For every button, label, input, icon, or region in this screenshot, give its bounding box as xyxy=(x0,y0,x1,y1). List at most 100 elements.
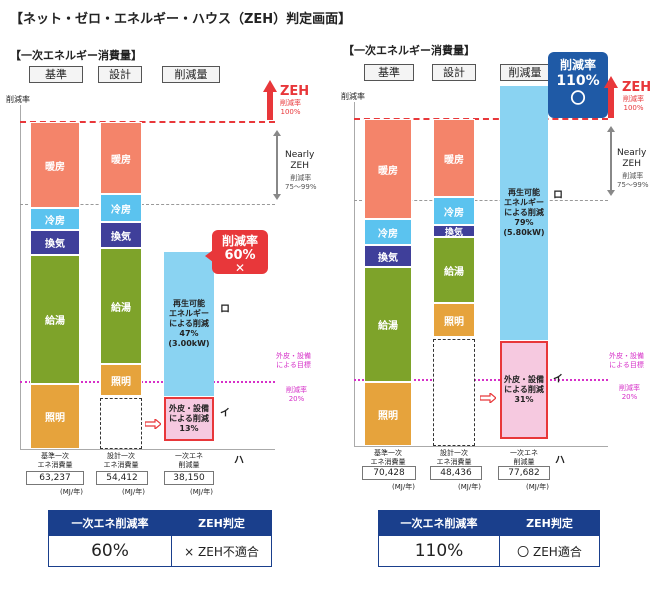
label-base-consumption: 基準一次 エネ消費量 xyxy=(370,449,406,466)
design-hotwater: 給湯 xyxy=(100,248,142,364)
double-arrow-icon xyxy=(273,130,281,204)
base-lighting: 照明 xyxy=(364,382,412,446)
zeh-line xyxy=(354,118,608,120)
result-table: 一次エネ削減率 ZEH判定 110% 〇 ZEH適合 xyxy=(378,510,600,567)
base-ventilation: 換気 xyxy=(364,245,412,267)
page-title: 【ネット・ゼロ・エネルギー・ハウス（ZEH）判定画面】 xyxy=(10,12,352,27)
label-design-consumption: 設計一次 エネ消費量 xyxy=(103,452,139,469)
reduction-rate-callout: 削減率 60% ✕ xyxy=(212,230,268,274)
nearly-line xyxy=(20,204,275,205)
up-arrow-icon xyxy=(604,76,618,122)
target-label: 外皮・設備 による目標 xyxy=(276,352,311,369)
marker-ro: ロ xyxy=(220,304,230,315)
unit-base: (MJ/年) xyxy=(60,488,83,496)
target-line xyxy=(354,379,608,381)
double-arrow-icon xyxy=(607,126,615,200)
envelope-reduction: 外皮・設備 による削減 13% xyxy=(164,397,214,441)
zeh-sub: 削減率 100% xyxy=(623,95,644,112)
design-heating: 暖房 xyxy=(100,122,142,194)
label-reduction: 一次エネ 削減量 xyxy=(510,449,538,466)
marker-i: イ xyxy=(553,374,563,385)
unit-design: (MJ/年) xyxy=(122,488,145,496)
zeh-label: ZEH xyxy=(622,80,652,95)
base-hotwater: 給湯 xyxy=(364,267,412,382)
arrow-right-icon xyxy=(479,388,497,405)
unit-reduction: (MJ/年) xyxy=(190,488,213,496)
nearly-zeh-label: Nearly ZEH xyxy=(617,148,647,169)
table-rate-value: 60% xyxy=(48,535,172,567)
design-lighting: 照明 xyxy=(433,303,475,337)
design-cooling: 冷房 xyxy=(433,197,475,225)
unit-reduction: (MJ/年) xyxy=(526,483,549,491)
base-cooling: 冷房 xyxy=(30,208,80,230)
base-heating: 暖房 xyxy=(364,119,412,219)
col-header-reduction: 削減量 xyxy=(500,64,550,81)
col-header-base: 基準 xyxy=(364,64,414,81)
reduction-rate-callout: 削減率 110% 〇 xyxy=(548,52,608,118)
nearly-zeh-sub: 削減率 75～99% xyxy=(617,172,649,189)
label-base-consumption: 基準一次 エネ消費量 xyxy=(37,452,73,469)
marker-ro: ロ xyxy=(553,190,563,201)
design-ventilation: 換気 xyxy=(433,225,475,238)
label-reduction: 一次エネ 削減量 xyxy=(175,452,203,469)
col-header-design: 設計 xyxy=(98,66,142,83)
base-lighting: 照明 xyxy=(30,384,80,449)
design-heating: 暖房 xyxy=(433,119,475,197)
table-header-judge: ZEH判定 xyxy=(499,510,600,536)
x-axis xyxy=(20,449,275,450)
x-axis xyxy=(354,446,608,447)
unit-design: (MJ/年) xyxy=(458,483,481,491)
base-ventilation: 換気 xyxy=(30,230,80,255)
value-design: 54,412 xyxy=(96,471,148,485)
value-design: 48,436 xyxy=(430,466,482,480)
nearly-zeh-label: Nearly ZEH xyxy=(285,150,315,171)
base-hotwater: 給湯 xyxy=(30,255,80,384)
design-ventilation: 換気 xyxy=(100,222,142,248)
renewable-reduction: 再生可能 エネルギー による削減 47% (3.00kW) xyxy=(164,252,214,396)
callout-pointer xyxy=(205,250,213,262)
envelope-reduction: 外皮・設備 による削減 31% xyxy=(500,341,548,439)
y-axis xyxy=(20,105,21,450)
zeh-line xyxy=(20,121,275,123)
nearly-line xyxy=(354,200,608,201)
target-sub: 削減率 20% xyxy=(619,384,640,401)
table-judge-value: × ZEH不適合 xyxy=(171,535,272,567)
value-base: 63,237 xyxy=(26,471,84,485)
col-header-design: 設計 xyxy=(432,64,476,81)
table-header-rate: 一次エネ削減率 xyxy=(48,510,172,536)
y-axis-label: 削減率 xyxy=(341,92,365,101)
y-axis-label: 削減率 xyxy=(6,95,30,104)
nearly-zeh-sub: 削減率 75～99% xyxy=(285,174,317,191)
base-heating: 暖房 xyxy=(30,122,80,208)
renewable-reduction: 再生可能 エネルギー による削減 79% (5.80kW) xyxy=(500,86,548,340)
result-table: 一次エネ削減率 ZEH判定 60% × ZEH不適合 xyxy=(48,510,272,567)
base-cooling: 冷房 xyxy=(364,219,412,245)
up-arrow-icon xyxy=(263,80,277,124)
table-header-judge: ZEH判定 xyxy=(171,510,272,536)
cross-icon: ✕ xyxy=(234,261,246,275)
table-judge-value: 〇 ZEH適合 xyxy=(499,535,600,567)
col-header-base: 基準 xyxy=(29,66,83,83)
target-label: 外皮・設備 による目標 xyxy=(609,352,644,369)
marker-ha: ハ xyxy=(555,455,565,466)
design-hotwater: 給湯 xyxy=(433,237,475,303)
target-sub: 削減率 20% xyxy=(286,386,307,403)
design-reduction-box xyxy=(433,339,475,446)
table-rate-value: 110% xyxy=(378,535,500,567)
col-header-reduction: 削減量 xyxy=(162,66,220,83)
target-line xyxy=(20,381,275,383)
design-reduction-box xyxy=(100,398,142,449)
panel-heading: 【一次エネルギー消費量】 xyxy=(10,49,142,62)
marker-ha: ハ xyxy=(234,455,244,466)
zeh-sub: 削減率 100% xyxy=(280,99,301,116)
table-header-rate: 一次エネ削減率 xyxy=(378,510,500,536)
y-axis xyxy=(354,102,355,447)
arrow-right-icon xyxy=(144,414,162,431)
value-reduction: 38,150 xyxy=(164,471,214,485)
label-design-consumption: 設計一次 エネ消費量 xyxy=(436,449,472,466)
value-reduction: 77,682 xyxy=(498,466,550,480)
value-base: 70,428 xyxy=(362,466,416,480)
circle-icon: 〇 xyxy=(570,89,586,107)
design-cooling: 冷房 xyxy=(100,194,142,222)
unit-base: (MJ/年) xyxy=(392,483,415,491)
